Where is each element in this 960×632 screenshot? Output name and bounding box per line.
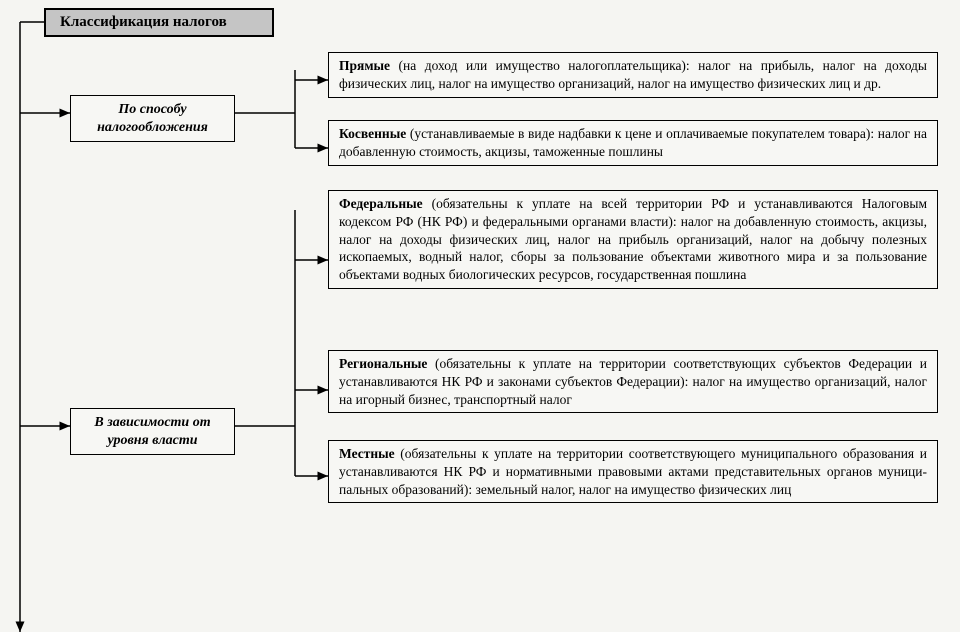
- desc-regional-taxes: Региональные (обязательны к уплате на те…: [328, 350, 938, 413]
- category-authority-level: В зависимости от уровня власти: [70, 408, 235, 455]
- category-taxation-method: По способу налогообложения: [70, 95, 235, 142]
- desc-local-taxes: Местные (обязательны к уплате на террито…: [328, 440, 938, 503]
- desc-indirect-taxes: Косвенные (устанавливаемые в виде надбав…: [328, 120, 938, 166]
- desc-federal-taxes: Федеральные (обязательны к уплате на все…: [328, 190, 938, 289]
- diagram-title: Классификация налогов: [44, 8, 274, 37]
- desc-direct-taxes: Прямые (на доход или имущество налогопла…: [328, 52, 938, 98]
